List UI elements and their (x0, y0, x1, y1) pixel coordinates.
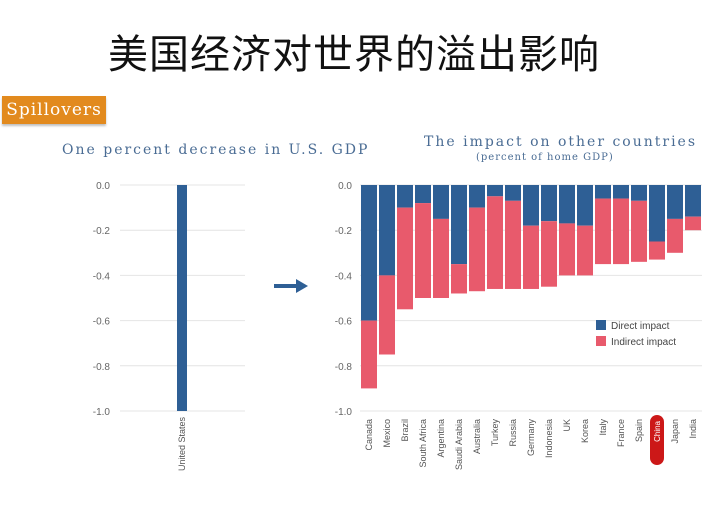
right-y-tick-label: -0.2 (335, 226, 353, 237)
indirect-impact-bar (505, 200, 521, 289)
right-y-tick-label: 0.0 (338, 181, 352, 192)
right-category-label: France (616, 419, 626, 447)
direct-impact-bar (451, 185, 467, 265)
legend-swatch-direct (596, 320, 606, 330)
right-category-label: Japan (670, 419, 680, 444)
right-category-label: Mexico (382, 419, 392, 448)
left-category-label: United States (177, 417, 187, 472)
direct-impact-bar (415, 185, 431, 204)
right-y-tick-label: -0.8 (335, 362, 353, 373)
indirect-impact-bar (667, 218, 683, 253)
indirect-impact-bar (487, 196, 503, 289)
right-chart-title: The impact on other countries (424, 134, 698, 150)
right-category-label: Brazil (400, 419, 410, 442)
right-category-label: Indonesia (544, 419, 554, 458)
direct-impact-bar (577, 185, 593, 226)
left-bar (177, 185, 187, 411)
direct-impact-bar (595, 185, 611, 199)
direct-impact-bar (361, 185, 377, 321)
indirect-impact-bar (397, 207, 413, 310)
indirect-impact-bar (451, 264, 467, 294)
left-y-tick-label: -0.4 (93, 271, 111, 282)
right-category-label: Russia (508, 419, 518, 447)
right-category-label-highlighted: China (653, 420, 662, 441)
direct-impact-bar (379, 185, 395, 276)
right-category-label: India (688, 419, 698, 439)
right-y-tick-label: -1.0 (335, 407, 353, 418)
right-category-label: Germany (526, 419, 536, 457)
right-category-label: South Africa (418, 419, 428, 468)
slide-title: 美国经济对世界的溢出影响 (108, 32, 600, 78)
section-badge: Spillovers (2, 96, 106, 124)
direct-impact-bar (487, 185, 503, 197)
left-y-tick-label: 0.0 (96, 181, 110, 192)
highlight-pill (650, 415, 664, 465)
left-y-tick-label: -0.6 (93, 317, 111, 328)
legend-swatch-indirect (596, 336, 606, 346)
direct-impact-bar (523, 185, 539, 226)
indirect-impact-bar (379, 275, 395, 355)
left-y-tick-label: -0.8 (93, 362, 111, 373)
indirect-impact-bar (685, 216, 701, 231)
indirect-impact-bar (361, 320, 377, 389)
indirect-impact-bar (577, 225, 593, 276)
direct-impact-bar (631, 185, 647, 201)
indirect-impact-bar (649, 241, 665, 260)
direct-impact-bar (505, 185, 521, 201)
indirect-impact-bar (523, 225, 539, 289)
indirect-impact-bar (631, 200, 647, 262)
indirect-impact-bar (613, 198, 629, 265)
direct-impact-bar (667, 185, 683, 219)
right-category-label: Turkey (490, 419, 500, 447)
direct-impact-bar (685, 185, 701, 217)
indirect-impact-bar (559, 223, 575, 276)
indirect-impact-bar (469, 207, 485, 292)
direct-impact-bar (541, 185, 557, 222)
left-y-tick-label: -1.0 (93, 407, 111, 418)
right-category-label: Saudi Arabia (454, 419, 464, 470)
direct-impact-bar (559, 185, 575, 224)
right-category-label: Australia (472, 419, 482, 454)
right-y-tick-label: -0.6 (335, 317, 353, 328)
indirect-impact-bar (415, 203, 431, 298)
indirect-impact-bar (541, 221, 557, 287)
right-category-label: Canada (364, 419, 374, 451)
direct-impact-bar (649, 185, 665, 242)
right-category-label: Italy (598, 419, 608, 436)
indirect-impact-bar (595, 198, 611, 265)
direct-impact-bar (613, 185, 629, 199)
right-category-label: UK (562, 419, 572, 432)
right-y-tick-label: -0.4 (335, 271, 353, 282)
left-chart-title: One percent decrease in U.S. GDP (62, 142, 370, 158)
legend-label-indirect: Indirect impact (611, 337, 676, 348)
indirect-impact-bar (433, 218, 449, 298)
direct-impact-bar (469, 185, 485, 208)
right-category-label: Argentina (436, 419, 446, 458)
right-chart-subtitle: (percent of home GDP) (476, 152, 614, 163)
right-category-label: Korea (580, 419, 590, 443)
direct-impact-bar (433, 185, 449, 219)
legend-label-direct: Direct impact (611, 321, 670, 332)
left-y-tick-label: -0.2 (93, 226, 111, 237)
arrow-head (296, 279, 308, 293)
right-category-label: Spain (634, 419, 644, 442)
direct-impact-bar (397, 185, 413, 208)
